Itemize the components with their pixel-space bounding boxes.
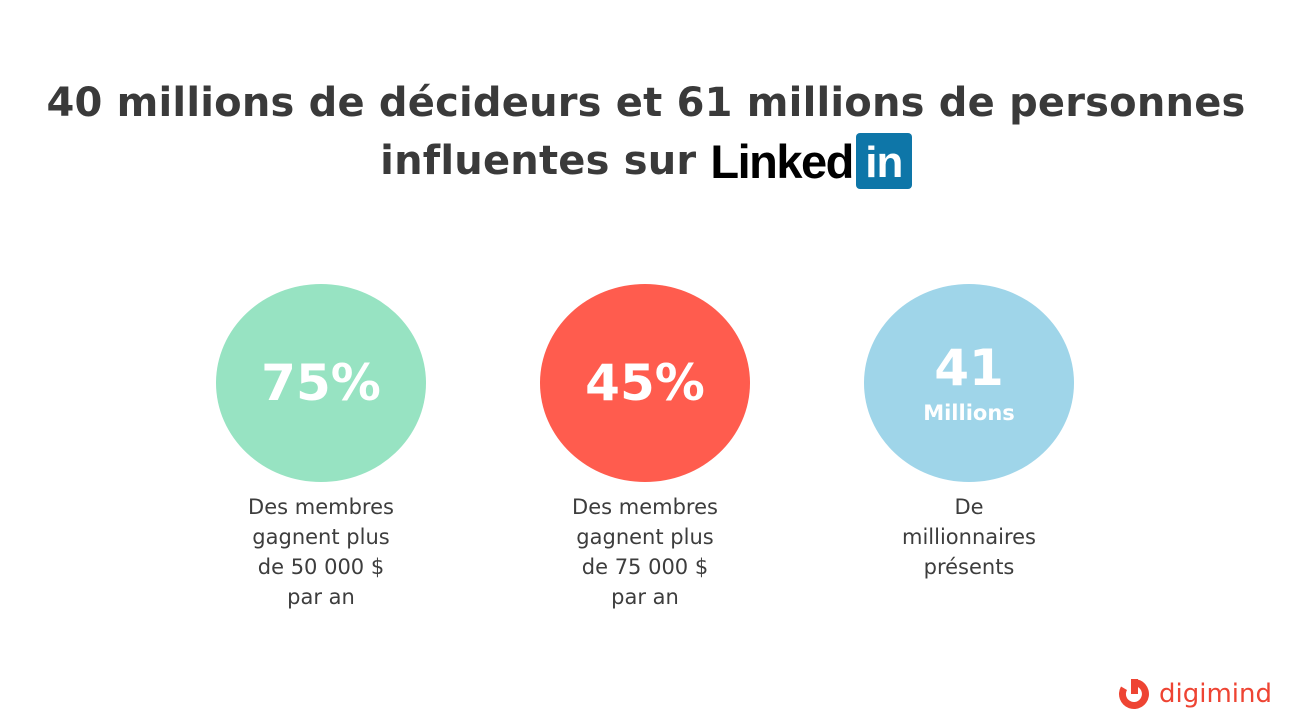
- digimind-wordmark: digimind: [1159, 679, 1272, 709]
- linkedin-logo-badge: in: [855, 133, 912, 189]
- stat-circle-1: 75%: [216, 284, 426, 482]
- stat-description-1: Des membres gagnent plus de 50 000 $ par…: [248, 495, 394, 609]
- title-line-2: influentes sur Linked in: [380, 132, 912, 190]
- slide-title: 40 millions de décideurs et 61 millions …: [0, 74, 1292, 190]
- stat-value-3: 41: [934, 338, 1004, 397]
- title-line-1: 40 millions de décideurs et 61 millions …: [46, 80, 1246, 126]
- stat-circle-2: 45%: [540, 284, 750, 482]
- stat-value-1: 75%: [261, 354, 381, 412]
- stat-block-1: 75% Des membres gagnent plus de 50 000 $…: [201, 284, 441, 612]
- stat-circle-3: 41 Millions: [864, 284, 1074, 482]
- linkedin-logo: Linked in: [710, 133, 912, 189]
- digimind-mark-icon: [1118, 679, 1149, 709]
- linkedin-logo-word: Linked: [710, 134, 854, 188]
- stat-description-3: De millionnaires présents: [902, 495, 1036, 579]
- stat-block-2: 45% Des membres gagnent plus de 75 000 $…: [525, 284, 765, 612]
- stat-unit-3: Millions: [923, 400, 1015, 425]
- stat-value-2: 45%: [585, 354, 705, 412]
- title-line-2-text: influentes sur: [380, 138, 697, 184]
- digimind-logo: digimind: [1116, 676, 1272, 712]
- stat-description-2: Des membres gagnent plus de 75 000 $ par…: [572, 495, 718, 609]
- stat-block-3: 41 Millions De millionnaires présents: [849, 284, 1089, 582]
